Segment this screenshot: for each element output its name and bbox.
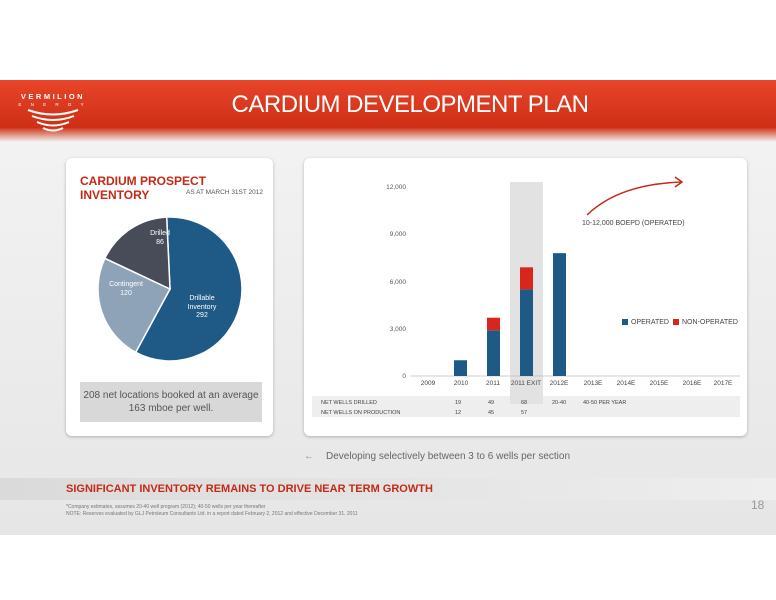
footnote-reserves: NOTE: Reserves evaluated by GLJ Petroleu… [66, 511, 358, 517]
bar-non-operated-2011-exit [520, 267, 533, 290]
x-tick-2017e: 2017E [713, 380, 733, 387]
wells-drilled-future: 40-50 PER YEAR [583, 400, 627, 406]
wells-drilled-2011: 49 [488, 400, 495, 406]
y-tick-0: 0 [402, 373, 406, 380]
wells-drilled-2010: 19 [455, 400, 462, 406]
wells-production-label: NET WELLS ON PRODUCTION [321, 410, 401, 416]
logo-sub: E N E R G Y [18, 102, 88, 107]
y-tick-9000: 9,000 [389, 231, 406, 238]
x-tick-2015e: 2015E [649, 380, 669, 387]
logo-wave-icon [27, 109, 79, 132]
pie-label-drillable: Drillable Inventory 292 [174, 295, 230, 321]
growth-annotation: 10-12,000 BOEPD (OPERATED) [582, 220, 685, 227]
wells-drilled-2011-exit: 68 [521, 400, 528, 406]
logo-name: VERMILION [20, 92, 86, 101]
legend-non-operated: NON-OPERATED [673, 319, 738, 326]
legend-non-operated-swatch [673, 319, 679, 326]
inventory-callout: 208 net locations booked at an average 1… [80, 382, 262, 422]
x-tick-2014e: 2014E [616, 380, 636, 387]
x-tick-2009: 2009 [420, 380, 436, 387]
growth-arrow-icon [586, 181, 683, 216]
bar-non-operated-2011 [487, 317, 500, 331]
wells-production-2010: 12 [455, 410, 462, 416]
wells-drilled-2012e: 20-40 [552, 400, 567, 406]
y-tick-6000: 6,000 [389, 279, 406, 286]
y-tick-12000: 12,000 [386, 184, 406, 191]
pie-label-contingent: Contingent 120 [102, 281, 150, 298]
wells-production-2011-exit: 57 [521, 410, 528, 416]
page-number: 18 [751, 498, 765, 512]
legend-non-operated-label: NON-OPERATED [682, 319, 738, 326]
legend-operated-swatch [622, 319, 628, 326]
pie-label-drilled-text: Drilled [150, 230, 170, 237]
inventory-subtitle: AS AT MARCH 31ST 2012 [186, 189, 263, 196]
bar-operated-2012e [553, 253, 566, 376]
legend-operated: OPERATED [622, 319, 669, 326]
left-arrow-icon: ← [304, 451, 314, 462]
inventory-pie-chart [97, 216, 243, 362]
pie-slice-contingent [97, 257, 172, 354]
footnote-estimates: *Company estimates, assumes 20-40 well p… [66, 504, 266, 510]
inventory-panel: CARDIUM PROSPECT INVENTORY AS AT MARCH 3… [66, 158, 273, 436]
bar-operated-2011-exit [520, 289, 533, 376]
legend-operated-label: OPERATED [631, 319, 669, 326]
wells-drilled-label: NET WELLS DRILLED [321, 400, 377, 406]
pie-label-drillable-text: Drillable Inventory [187, 295, 217, 311]
x-tick-2010: 2010 [453, 380, 469, 387]
x-tick-2011-exit: 2011 EXIT [510, 380, 542, 387]
wells-production-2011: 45 [488, 410, 495, 416]
x-tick-2013e: 2013E [583, 380, 603, 387]
inventory-title: CARDIUM PROSPECT INVENTORY [80, 174, 207, 202]
pie-label-contingent-text: Contingent [109, 281, 143, 288]
bar-operated-2010 [454, 360, 467, 376]
x-tick-2011: 2011 [486, 380, 500, 387]
y-tick-3000: 3,000 [389, 326, 406, 333]
bar-operated-2011 [487, 330, 500, 376]
bottom-headline: SIGNIFICANT INVENTORY REMAINS TO DRIVE N… [66, 483, 433, 495]
wells-table-band [312, 396, 740, 417]
pie-label-contingent-value: 120 [120, 289, 132, 297]
pie-label-drilled-value: 86 [156, 238, 164, 246]
development-note: Developing selectively between 3 to 6 we… [326, 451, 571, 462]
page-title: CARDIUM DEVELOPMENT PLAN [231, 91, 589, 118]
pie-label-drillable-value: 292 [196, 312, 208, 319]
bottom-banner [0, 478, 776, 500]
pie-label-drilled: Drilled 86 [140, 230, 180, 247]
pie-slice-drilled [103, 216, 171, 291]
arrow-head-icon [674, 176, 684, 188]
production-bar-chart [312, 176, 740, 417]
x-tick-2012e: 2012E [549, 380, 569, 387]
banner-fold [0, 128, 776, 142]
vermilion-logo: VERMILION E N E R G Y [14, 92, 92, 144]
title-banner [0, 80, 776, 136]
x-tick-2016e: 2016E [682, 380, 702, 387]
development-chart-panel: 12,000 9,000 6,000 3,000 0 2009 2010 201… [304, 158, 747, 436]
pie-slice-drillable-inventory [134, 216, 243, 362]
